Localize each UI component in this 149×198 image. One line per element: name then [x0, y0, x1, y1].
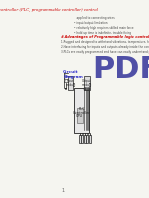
Bar: [89, 135, 91, 143]
Text: • relatively high requires skilled main force: • relatively high requires skilled main …: [74, 26, 134, 30]
Circle shape: [84, 88, 85, 90]
Circle shape: [85, 88, 86, 90]
Text: 1: 1: [61, 188, 65, 193]
Text: • input/output limitation: • input/output limitation: [74, 21, 108, 25]
Text: Disadvantages of Programmable logic controller (PLC, programmable controller) co: Disadvantages of Programmable logic cont…: [0, 8, 98, 12]
Bar: [74, 88, 89, 133]
Text: Circuit
Diagram: Circuit Diagram: [63, 70, 83, 79]
Bar: [84, 135, 86, 143]
Text: 3.PLCs are easily programmed and have can easily understand programming.: 3.PLCs are easily programmed and have ca…: [61, 50, 149, 54]
Text: Input
module: Input module: [65, 79, 76, 87]
Bar: [81, 135, 83, 143]
Text: 1.Rugged and designed to withstand vibrations, temperature, humidity, and noise.: 1.Rugged and designed to withstand vibra…: [61, 40, 149, 44]
Text: applied to connecting wires: applied to connecting wires: [74, 16, 115, 20]
Bar: [68, 76, 73, 90]
Bar: [77, 108, 83, 123]
Circle shape: [88, 88, 89, 90]
Bar: [84, 76, 90, 90]
Text: PDF: PDF: [92, 55, 149, 84]
Text: 2.Have interfacing for inputs and outputs already inside the controller.: 2.Have interfacing for inputs and output…: [61, 45, 149, 49]
Text: # Advantages of Programmable logic controller (PLC) control :: # Advantages of Programmable logic contr…: [61, 35, 149, 39]
Text: CPU: CPU: [76, 114, 83, 118]
Text: Output
module: Output module: [82, 79, 92, 87]
Bar: [79, 135, 81, 143]
Circle shape: [89, 88, 90, 90]
Text: PLC
Controller: PLC Controller: [73, 107, 90, 115]
Text: • hold-up time is indefinite, trouble fixing: • hold-up time is indefinite, trouble fi…: [74, 31, 131, 35]
Bar: [86, 135, 88, 143]
